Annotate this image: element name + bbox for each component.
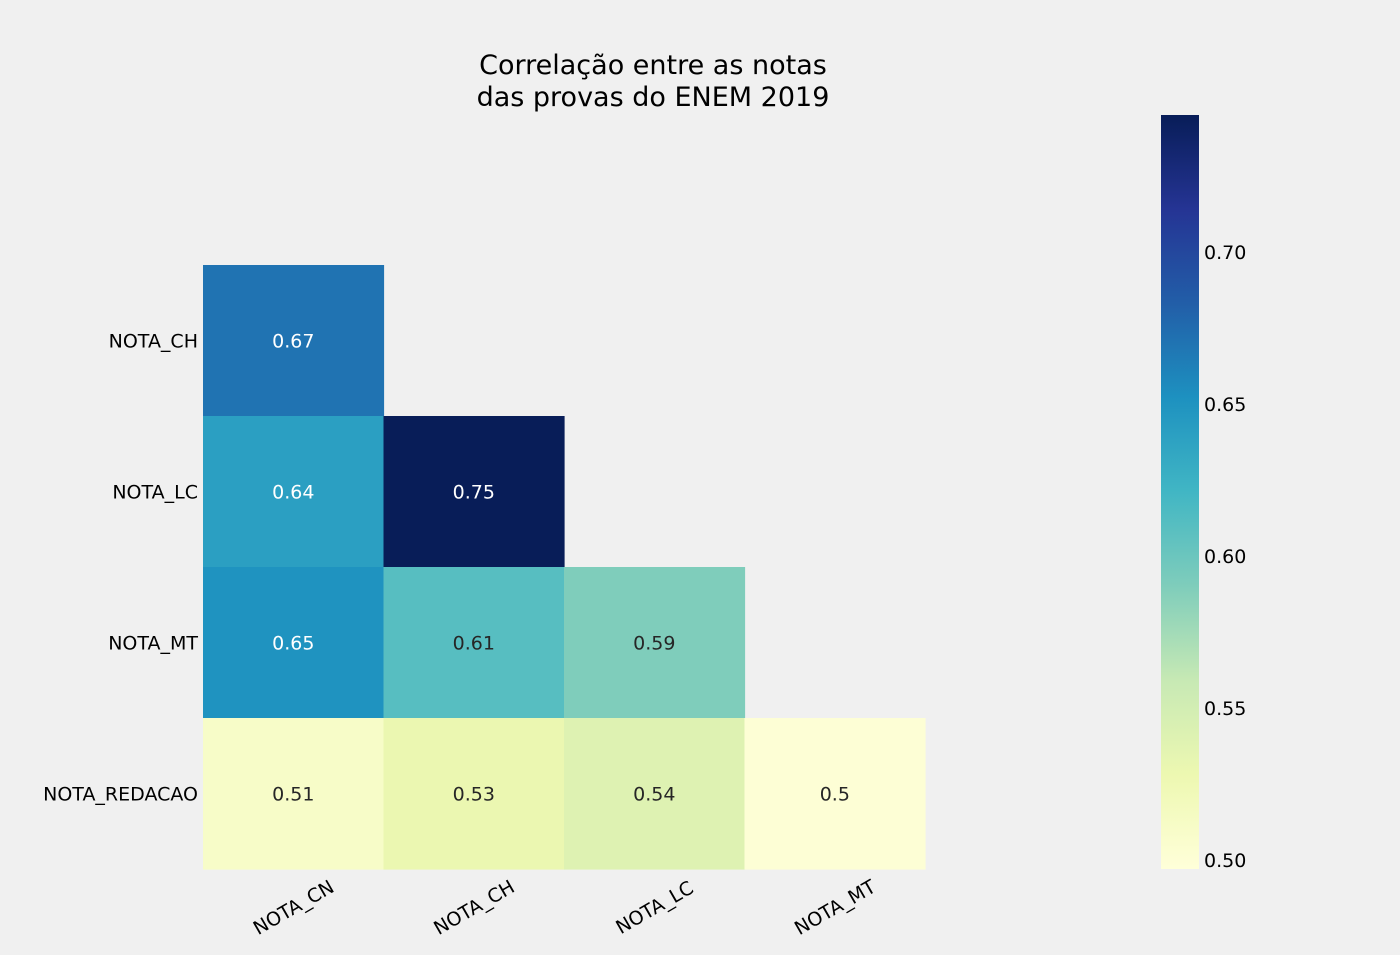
x-tick-label: NOTA_CH: [430, 876, 518, 940]
y-tick-label: NOTA_MT: [108, 633, 198, 655]
heatmap-cell-label: 0.5: [820, 784, 850, 806]
heatmap-cell-label: 0.65: [272, 633, 314, 655]
heatmap-cells: [203, 265, 926, 870]
heatmap-cell-label: 0.67: [272, 331, 314, 353]
heatmap-cell: [203, 567, 385, 719]
heatmap-cell-label: 0.64: [272, 482, 314, 504]
x-tick-label: NOTA_LC: [612, 877, 697, 939]
heatmap-cell-label: 0.51: [272, 784, 314, 806]
heatmap-cell-label: 0.75: [453, 482, 495, 504]
chart-title: Correlação entre as notas das provas do …: [477, 50, 830, 113]
heatmap-cell-label: 0.54: [633, 784, 675, 806]
y-tick-label: NOTA_LC: [112, 482, 198, 504]
y-tick-label: NOTA_REDACAO: [43, 784, 198, 806]
colorbar-tick-label: 0.60: [1204, 546, 1246, 568]
heatmap-cell-labels: 0.67 0.64 0.75 0.65 0.61 0.59 0.51 0.53 0.54 0.5: [272, 331, 850, 806]
heatmap-cell: [383, 718, 565, 870]
heatmap-cell: [203, 265, 385, 417]
x-tick-label: NOTA_CN: [250, 876, 338, 940]
colorbar-tick-label: 0.55: [1204, 698, 1246, 720]
chart-title-line-1: Correlação entre as notas: [479, 50, 827, 81]
heatmap-cell-label: 0.59: [633, 633, 675, 655]
heatmap-cell-label: 0.61: [453, 633, 495, 655]
x-tick-label: NOTA_MT: [791, 876, 880, 940]
colorbar: 0.50 0.55 0.60 0.65 0.70: [1161, 115, 1246, 872]
colorbar-tick-label: 0.50: [1204, 850, 1246, 872]
colorbar-tick-label: 0.70: [1204, 242, 1246, 264]
heatmap-cell: [564, 718, 746, 870]
heatmap-cell-label: 0.53: [453, 784, 495, 806]
heatmap-cell: [203, 416, 385, 568]
heatmap-cell: [383, 567, 565, 719]
heatmap-cell: [203, 718, 385, 870]
x-axis-tick-labels: NOTA_CN NOTA_CH NOTA_LC NOTA_MT: [250, 876, 880, 940]
colorbar-tick-label: 0.65: [1204, 394, 1246, 416]
chart-title-line-2: das provas do ENEM 2019: [477, 82, 830, 113]
colorbar-tick-labels: 0.50 0.55 0.60 0.65 0.70: [1204, 242, 1246, 872]
colorbar-gradient: [1161, 115, 1199, 869]
heatmap-cell: [744, 718, 926, 870]
heatmap-cell: [383, 416, 565, 568]
y-axis-tick-labels: NOTA_CH NOTA_LC NOTA_MT NOTA_REDACAO: [43, 331, 198, 806]
y-tick-label: NOTA_CH: [109, 331, 198, 353]
heatmap-cell: [564, 567, 746, 719]
